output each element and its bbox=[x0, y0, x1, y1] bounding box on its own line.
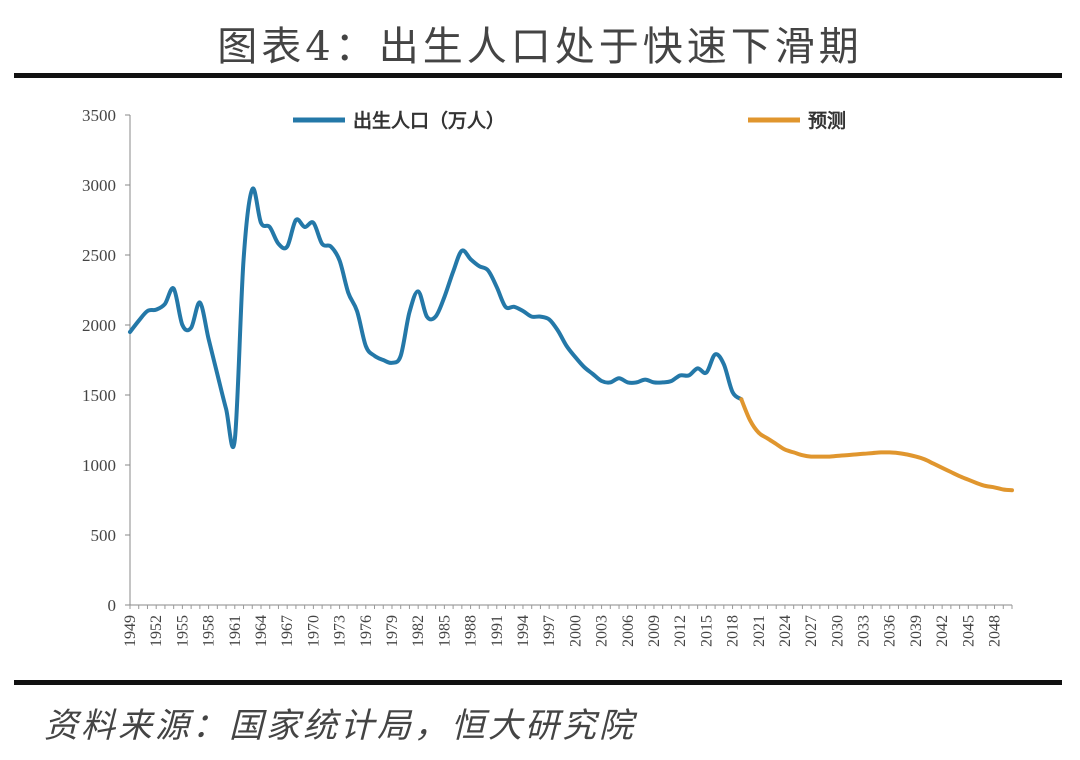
y-tick-label: 2000 bbox=[82, 316, 116, 335]
title-divider bbox=[14, 73, 1062, 78]
x-tick-label: 1958 bbox=[201, 615, 218, 647]
y-tick-label: 3000 bbox=[82, 176, 116, 195]
x-tick-label: 2012 bbox=[672, 615, 689, 647]
x-tick-label: 1970 bbox=[305, 615, 322, 647]
x-tick-label: 1988 bbox=[463, 615, 480, 647]
x-tick-label: 2045 bbox=[960, 615, 977, 647]
x-tick-label: 1976 bbox=[358, 615, 375, 647]
x-tick-label: 1967 bbox=[279, 615, 296, 647]
x-tick-label: 1961 bbox=[227, 615, 244, 647]
legend-label-1: 预测 bbox=[808, 110, 846, 132]
x-tick-label: 2015 bbox=[698, 615, 715, 647]
y-tick-label: 0 bbox=[108, 596, 117, 615]
x-tick-label: 2021 bbox=[751, 615, 768, 647]
x-tick-label: 1982 bbox=[410, 615, 427, 647]
x-tick-label: 2030 bbox=[829, 615, 846, 647]
x-tick-label: 1952 bbox=[148, 615, 165, 647]
x-tick-label: 2042 bbox=[934, 615, 951, 647]
line-chart: 出生人口（万人） 预测 0500100015002000250030003500 … bbox=[82, 106, 1014, 647]
source-divider bbox=[14, 680, 1062, 685]
x-tick-label: 2027 bbox=[803, 615, 820, 647]
y-tick-label: 2500 bbox=[82, 246, 116, 265]
x-tick-label: 2003 bbox=[594, 615, 611, 647]
x-tick-label: 1985 bbox=[436, 615, 453, 647]
x-axis: 1949 1952 1955 1958 1961 1964 1967 1970 1973 1976… bbox=[122, 604, 1013, 647]
x-tick-label: 2006 bbox=[620, 615, 637, 647]
x-tick-label: 2000 bbox=[567, 615, 584, 647]
legend: 出生人口（万人） 预测 bbox=[293, 109, 846, 132]
x-tick-label: 1997 bbox=[541, 615, 558, 647]
x-tick-label: 1964 bbox=[253, 615, 270, 647]
y-tick-label: 3500 bbox=[82, 106, 116, 125]
x-tick-label: 1955 bbox=[174, 615, 191, 647]
y-axis: 0 500 1000 1500 2000 2500 3000 3500 bbox=[82, 106, 131, 615]
x-tick-label: 1973 bbox=[332, 615, 349, 647]
series-line-0 bbox=[128, 186, 744, 450]
x-tick-label: 2039 bbox=[908, 615, 925, 647]
series-line-1 bbox=[739, 397, 1014, 493]
x-tick-label: 1979 bbox=[384, 615, 401, 647]
x-tick-label: 1991 bbox=[489, 615, 506, 647]
legend-label-0: 出生人口（万人） bbox=[353, 109, 505, 132]
y-tick-label: 1500 bbox=[82, 386, 116, 405]
x-tick-label: 2033 bbox=[856, 615, 873, 647]
x-tick-label: 2009 bbox=[646, 615, 663, 647]
x-tick-label: 1949 bbox=[122, 615, 139, 647]
x-tick-label: 2024 bbox=[777, 615, 794, 647]
y-tick-label: 1000 bbox=[82, 456, 116, 475]
series-lines bbox=[128, 186, 1014, 493]
x-tick-label: 1994 bbox=[515, 615, 532, 647]
y-tick-label: 500 bbox=[91, 526, 117, 545]
x-tick-label: 2048 bbox=[987, 615, 1004, 647]
x-tick-label: 2036 bbox=[882, 615, 899, 647]
chart-title: 图表4：出生人口处于快速下滑期 bbox=[217, 24, 863, 70]
x-tick-label: 2018 bbox=[725, 615, 742, 647]
source-note: 资料来源：国家统计局，恒大研究院 bbox=[44, 706, 636, 746]
